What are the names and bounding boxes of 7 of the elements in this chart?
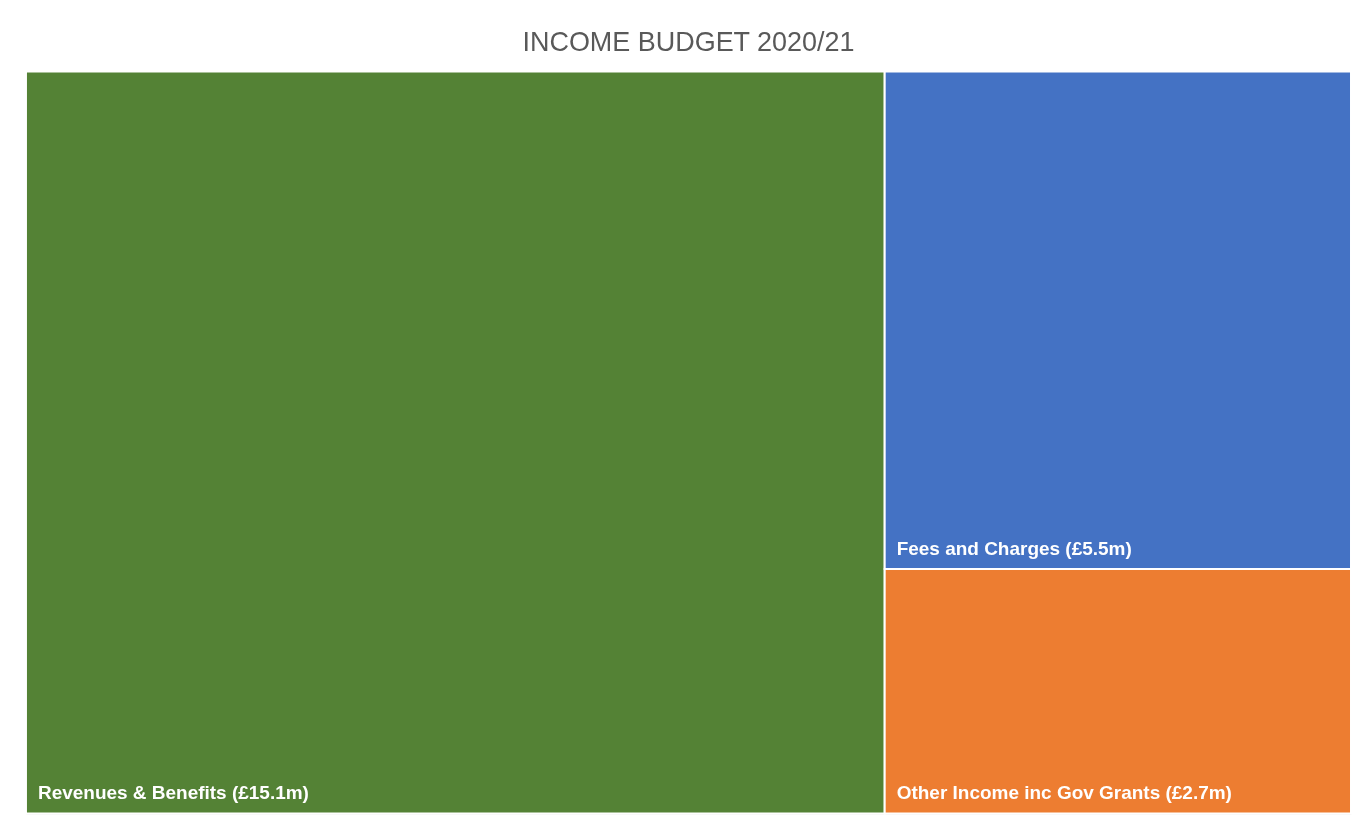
data-label: (£15.1m)	[231, 782, 309, 804]
data-label: (£5.5m)	[1065, 538, 1132, 560]
text: INCOME BUDGET 2020/21	[522, 26, 855, 57]
category-label: Revenues & Benefits	[37, 782, 227, 804]
category-label: Fees and Charges	[896, 538, 1061, 560]
category-label: Other Income inc Gov Grants	[896, 782, 1161, 804]
data-label: (£2.7m)	[1165, 782, 1232, 804]
